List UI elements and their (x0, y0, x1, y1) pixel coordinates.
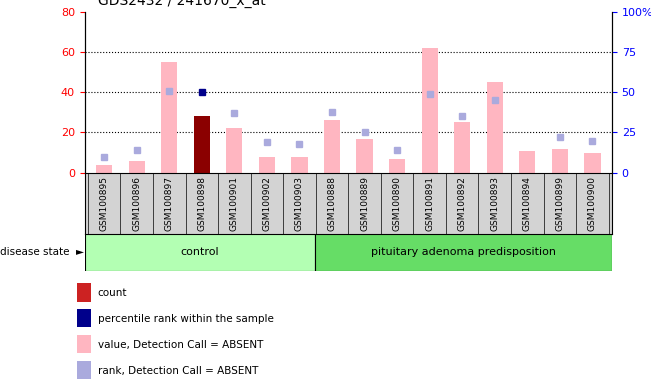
Bar (292, 157, 307, 173)
Text: GSM100891: GSM100891 (425, 176, 434, 231)
Text: GSM100890: GSM100890 (393, 176, 402, 231)
Bar (389, 159, 405, 173)
Bar (85, 234, 315, 271)
Bar (357, 139, 372, 173)
Bar (422, 48, 437, 173)
Bar (258, 157, 275, 173)
Bar (454, 122, 470, 173)
Text: GSM100896: GSM100896 (132, 176, 141, 231)
Text: pituitary adenoma predisposition: pituitary adenoma predisposition (371, 247, 556, 258)
Text: GSM100902: GSM100902 (262, 176, 271, 231)
Text: GSM100903: GSM100903 (295, 176, 304, 231)
Bar (77, 283, 90, 301)
Bar (315, 234, 612, 271)
Bar (129, 161, 145, 173)
Bar (77, 361, 90, 379)
Text: control: control (181, 247, 219, 258)
Text: GSM100895: GSM100895 (100, 176, 109, 231)
Text: rank, Detection Call = ABSENT: rank, Detection Call = ABSENT (98, 366, 258, 376)
Bar (227, 128, 242, 173)
Text: GDS2432 / 241670_x_at: GDS2432 / 241670_x_at (98, 0, 266, 8)
Bar (584, 152, 600, 173)
Bar (487, 82, 503, 173)
Text: disease state  ►: disease state ► (0, 247, 84, 258)
Text: GSM100894: GSM100894 (523, 176, 532, 231)
Bar (77, 309, 90, 328)
Text: GSM100889: GSM100889 (360, 176, 369, 231)
Text: GSM100892: GSM100892 (458, 176, 467, 231)
Text: GSM100899: GSM100899 (555, 176, 564, 231)
Text: GSM100893: GSM100893 (490, 176, 499, 231)
Bar (161, 62, 177, 173)
Bar (519, 151, 535, 173)
Text: count: count (98, 288, 127, 298)
Text: percentile rank within the sample: percentile rank within the sample (98, 314, 273, 324)
Text: value, Detection Call = ABSENT: value, Detection Call = ABSENT (98, 340, 263, 350)
Text: GSM100898: GSM100898 (197, 176, 206, 231)
Text: GSM100900: GSM100900 (588, 176, 597, 231)
Text: GSM100888: GSM100888 (327, 176, 337, 231)
Bar (194, 116, 210, 173)
Bar (77, 335, 90, 353)
Text: GSM100901: GSM100901 (230, 176, 239, 231)
Bar (551, 149, 568, 173)
Bar (324, 121, 340, 173)
Bar (96, 165, 113, 173)
Text: GSM100897: GSM100897 (165, 176, 174, 231)
